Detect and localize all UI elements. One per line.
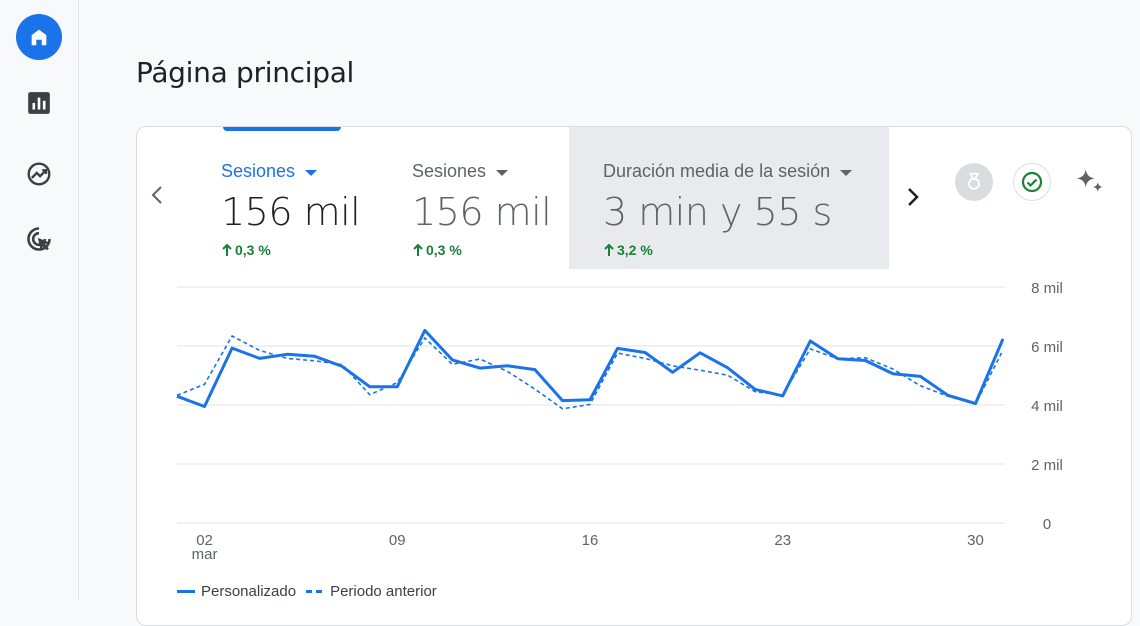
award-icon — [968, 172, 980, 190]
series-line-periodo-anterior — [176, 335, 1004, 410]
nav-explore-button[interactable] — [16, 151, 62, 197]
nav-home-button[interactable] — [16, 14, 62, 60]
selected-metric-indicator — [223, 127, 341, 131]
overview-card: Sesiones 156 mil 0,3 % Sesiones 156 mil … — [136, 126, 1132, 626]
legend-item-personalizado[interactable]: Personalizado — [177, 583, 296, 600]
chevron-left-icon — [151, 186, 162, 204]
navigation-rail — [0, 0, 79, 600]
metric-sessions-secondary-label[interactable]: Sesiones — [412, 161, 592, 182]
metric-sessions-primary[interactable]: Sesiones 156 mil 0,3 % — [221, 127, 401, 269]
status-check-button[interactable] — [1013, 163, 1051, 201]
chevron-right-icon — [908, 188, 919, 206]
metric-sessions-secondary-change: 0,3 % — [412, 242, 592, 258]
x-tick-label: 02 — [196, 532, 213, 549]
metric-sessions-secondary[interactable]: Sesiones 156 mil 0,3 % — [412, 127, 592, 269]
chart-svg: 0 2 mil 4 mil 6 mil 8 mil 02 09 16 23 30 mar — [176, 280, 1063, 563]
nav-advertising-button[interactable] — [16, 216, 62, 262]
metric-sessions-primary-value: 156 mil — [221, 190, 361, 234]
dropdown-caret-icon — [305, 169, 318, 176]
x-month-label: mar — [192, 546, 218, 563]
y-tick-label: 2 mil — [1031, 457, 1063, 474]
x-tick-label: 23 — [774, 532, 791, 549]
next-metrics-button[interactable] — [905, 185, 921, 216]
x-tick-label: 16 — [582, 532, 599, 549]
legend-dashed-swatch — [306, 590, 325, 593]
metric-avg-session-duration-value: 3 min y 55 s — [603, 190, 832, 234]
explore-trend-icon — [27, 162, 51, 186]
page-title: Página principal — [136, 56, 355, 89]
previous-metrics-button[interactable] — [149, 183, 165, 214]
sparkle-icon — [1076, 169, 1103, 192]
arrow-up-icon — [222, 243, 232, 256]
y-tick-label: 0 — [1043, 516, 1051, 533]
cursor-target-icon — [27, 227, 51, 251]
legend-solid-swatch — [177, 590, 195, 593]
metric-avg-session-duration[interactable]: Duración media de la sesión 3 min y 55 s… — [569, 127, 889, 269]
home-icon — [31, 29, 47, 46]
bar-chart-icon — [28, 92, 50, 114]
y-tick-label: 6 mil — [1031, 339, 1063, 356]
metric-sessions-primary-change: 0,3 % — [221, 242, 401, 258]
dropdown-caret-icon — [840, 169, 853, 176]
metric-avg-session-duration-label[interactable]: Duración media de la sesión — [603, 161, 889, 182]
legend-item-periodo-anterior[interactable]: Periodo anterior — [306, 583, 437, 600]
check-circle-icon — [1021, 171, 1043, 193]
arrow-up-icon — [413, 243, 423, 256]
y-tick-label: 8 mil — [1031, 280, 1063, 297]
x-tick-label: 30 — [967, 532, 984, 549]
dropdown-caret-icon — [496, 169, 509, 176]
x-tick-label: 09 — [389, 532, 406, 549]
insights-award-button[interactable] — [955, 163, 993, 201]
nav-reports-button[interactable] — [16, 80, 62, 126]
arrow-up-icon — [604, 243, 614, 256]
ai-insights-button[interactable] — [1071, 163, 1109, 201]
metric-sessions-secondary-value: 156 mil — [412, 190, 552, 234]
metric-sessions-primary-label[interactable]: Sesiones — [221, 161, 401, 182]
sessions-line-chart: 0 2 mil 4 mil 6 mil 8 mil 02 09 16 23 30 mar — [137, 267, 1131, 625]
metric-avg-session-duration-change: 3,2 % — [603, 242, 889, 258]
series-line-personalizado — [176, 328, 1005, 408]
main-content: Página principal Sesiones 156 mil 0,3 % … — [80, 0, 1140, 626]
y-tick-label: 4 mil — [1031, 398, 1063, 415]
chart-legend: Personalizado Periodo anterior — [177, 583, 437, 600]
